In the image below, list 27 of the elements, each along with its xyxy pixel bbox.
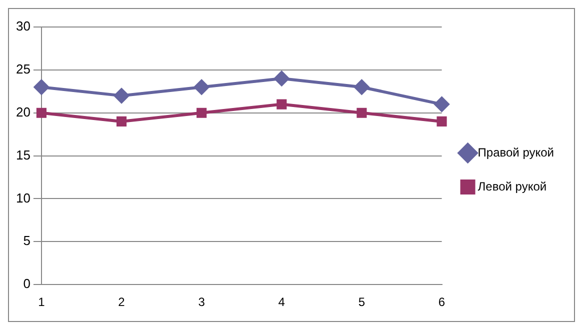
point [114,88,130,104]
y-tick-label: 15 [16,147,30,162]
point [434,96,450,112]
y-tick-label: 0 [23,276,30,292]
point [274,71,290,86]
point [276,99,287,110]
x-tick-label: 5 [358,295,366,310]
point [436,116,447,126]
x-tick-label: 1 [38,295,46,310]
x-tick-label: 4 [278,295,286,310]
point [194,80,210,95]
legend-label: Правой рукой [478,145,554,160]
x-tick-label: 6 [438,295,446,310]
point [34,80,49,95]
legend-label: Левой рукой [478,179,547,194]
point [36,108,46,118]
y-tick-label: 10 [16,190,30,206]
y-tick-label: 30 [16,18,30,34]
x-tick-label: 2 [118,295,126,310]
point [196,108,207,118]
y-tick-label: 25 [16,62,30,77]
point [356,108,367,118]
x-tick-label: 3 [198,295,206,310]
point [354,80,370,95]
y-tick-label: 20 [16,104,30,120]
point [116,116,127,126]
y-tick-label: 5 [23,233,30,248]
